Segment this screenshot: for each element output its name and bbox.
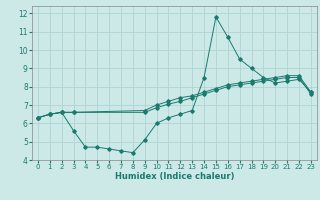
X-axis label: Humidex (Indice chaleur): Humidex (Indice chaleur) — [115, 172, 234, 181]
